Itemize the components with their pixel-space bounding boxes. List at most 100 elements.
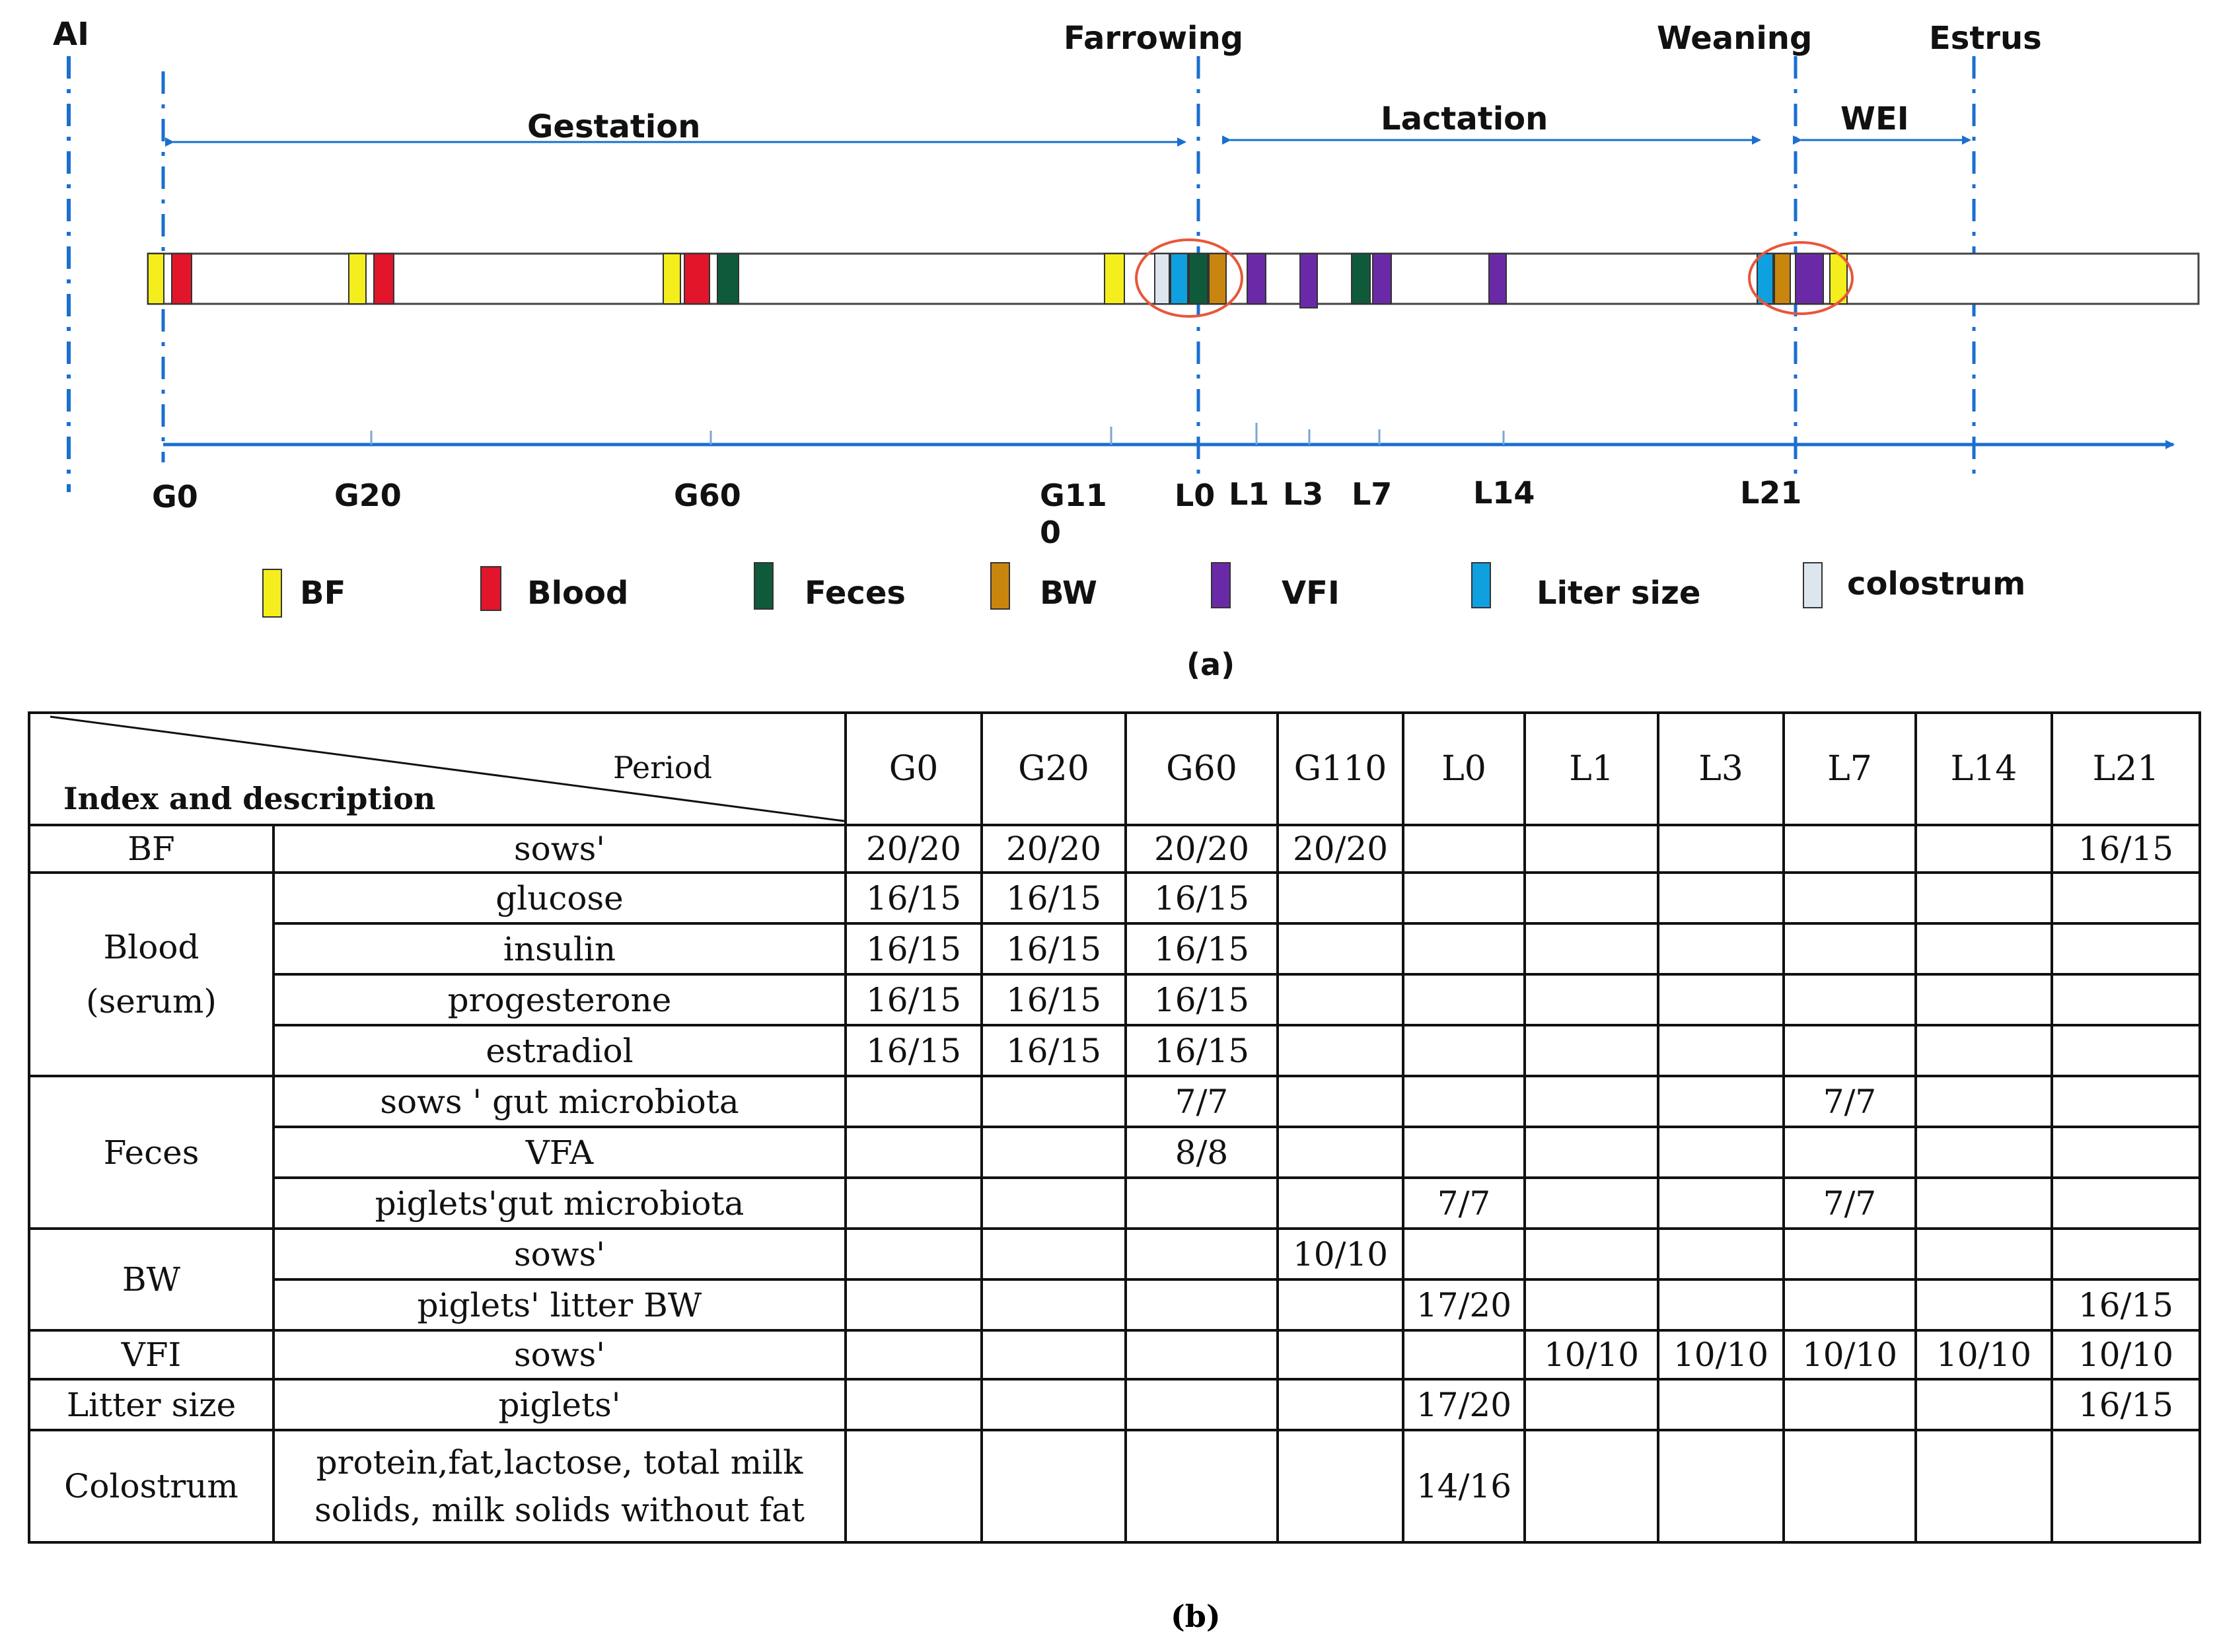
marker-bf [1104, 253, 1125, 305]
weaning-label: Weaning [1657, 20, 1812, 57]
cell [1276, 1378, 1404, 1431]
cell [1782, 1429, 1917, 1544]
cell: 10/10 [1523, 1329, 1659, 1381]
col-header: L0 [1402, 711, 1526, 826]
col-header: L3 [1657, 711, 1785, 826]
cell: 16/15 [844, 973, 983, 1026]
cell: 16/15 [2051, 1378, 2201, 1431]
cell [1276, 1278, 1404, 1332]
marker-blood [684, 253, 710, 305]
group-blood-line2: (serum) [86, 982, 217, 1021]
cell [844, 1075, 983, 1128]
table-row: Litter size piglets' 17/20 16/15 [28, 1378, 2201, 1431]
cell [980, 1278, 1127, 1332]
cell [1402, 824, 1526, 874]
cell [1782, 1278, 1917, 1332]
marker-liter [1757, 253, 1774, 305]
cell [1402, 1075, 1526, 1128]
marker-bf [1829, 253, 1848, 305]
tick-g0: G0 [152, 479, 198, 515]
cell [1124, 1329, 1279, 1381]
legend-swatch-bf [262, 569, 282, 618]
cell: 16/15 [980, 973, 1127, 1026]
cell [1914, 922, 2053, 976]
row-desc: glucose [272, 871, 847, 925]
cell [1276, 1075, 1404, 1128]
cell: 16/15 [1124, 922, 1279, 976]
cell [1782, 973, 1917, 1026]
table-row: BF sows' 20/20 20/20 20/20 20/20 16/15 [28, 824, 2201, 874]
legend-label-feces: Feces [805, 575, 906, 612]
cell [1782, 1024, 1917, 1077]
cell: 20/20 [980, 824, 1127, 874]
col-header: G0 [844, 711, 983, 826]
table-row: piglets'gut microbiota 7/7 7/7 [29, 1176, 2201, 1230]
cell [980, 1227, 1127, 1281]
cell: 16/15 [1124, 871, 1279, 925]
cell: 20/20 [1124, 824, 1279, 874]
cell [844, 1429, 983, 1544]
group-feces: Feces [28, 1075, 275, 1230]
legend-label-colostrum: colostrum [1847, 565, 2025, 602]
cell [1914, 1378, 2053, 1431]
cell [1914, 1126, 2053, 1179]
cell [1402, 1126, 1526, 1179]
legend-swatch-vfi [1211, 562, 1231, 608]
cell [1657, 1429, 1785, 1544]
cell [1657, 824, 1785, 874]
cell: 10/10 [1276, 1227, 1404, 1281]
panel-a-caption: (a) [1186, 647, 1235, 682]
cell [1402, 871, 1526, 925]
cell [1523, 1378, 1659, 1431]
cell: 16/15 [980, 1024, 1127, 1077]
table-row: Blood (serum) glucose 16/15 16/15 16/15 [28, 871, 2201, 1077]
tick-l1: L1 [1229, 476, 1269, 512]
cell [980, 1329, 1127, 1381]
row-desc-line1: protein,fat,lactose, total milk [316, 1443, 803, 1482]
cell [1914, 824, 2053, 874]
cell [844, 1329, 983, 1381]
row-desc: sows' [272, 824, 847, 874]
table-row: Feces sows ' gut microbiota 7/7 7/7 [28, 1075, 2201, 1230]
cell [1276, 1176, 1404, 1230]
marker-bf [147, 253, 164, 305]
marker-feces [1188, 253, 1208, 305]
sampling-timeline: AI Farrowing Weaning Estrus Gestation La… [53, 16, 2200, 682]
col-header: G110 [1276, 711, 1404, 826]
cell [1124, 1278, 1279, 1332]
farrowing-label: Farrowing [1064, 20, 1243, 57]
group-colostrum: Colostrum [28, 1429, 275, 1544]
cell [1402, 1227, 1526, 1281]
farrowing-highlight [1135, 238, 1243, 318]
cell: 7/7 [1124, 1075, 1279, 1128]
legend-swatch-liter [1471, 562, 1491, 608]
marker-bw [1774, 253, 1791, 305]
cell [844, 1126, 983, 1179]
table-row: insulin 16/15 16/15 16/15 [29, 922, 2201, 976]
cell [1276, 1329, 1404, 1381]
marker-feces [1351, 253, 1371, 305]
cell: 7/7 [1782, 1176, 1917, 1230]
table-row: progesterone 16/15 16/15 16/15 [29, 973, 2201, 1026]
corner-index: Index and description [63, 780, 436, 816]
cell [980, 1075, 1127, 1128]
cell [1523, 973, 1659, 1026]
cell [1657, 1278, 1785, 1332]
group-bw: BW [28, 1227, 275, 1332]
cell: 10/10 [1914, 1329, 2053, 1381]
cell: 16/15 [844, 922, 983, 976]
row-desc-line2: solids, milk solids without fat [314, 1491, 805, 1529]
cell [1914, 1176, 2053, 1230]
cell [1657, 1024, 1785, 1077]
cell [1402, 922, 1526, 976]
lactation-label: Lactation [1381, 100, 1548, 137]
cell [1657, 1176, 1785, 1230]
cell: 20/20 [844, 824, 983, 874]
cell [2051, 1227, 2201, 1281]
marker-vfi [1372, 253, 1392, 305]
panel-b-caption: (b) [1171, 1598, 1221, 1634]
cell [2051, 973, 2201, 1026]
cell: 16/15 [844, 871, 983, 925]
cell: 17/20 [1402, 1278, 1526, 1332]
cell [1276, 922, 1404, 976]
